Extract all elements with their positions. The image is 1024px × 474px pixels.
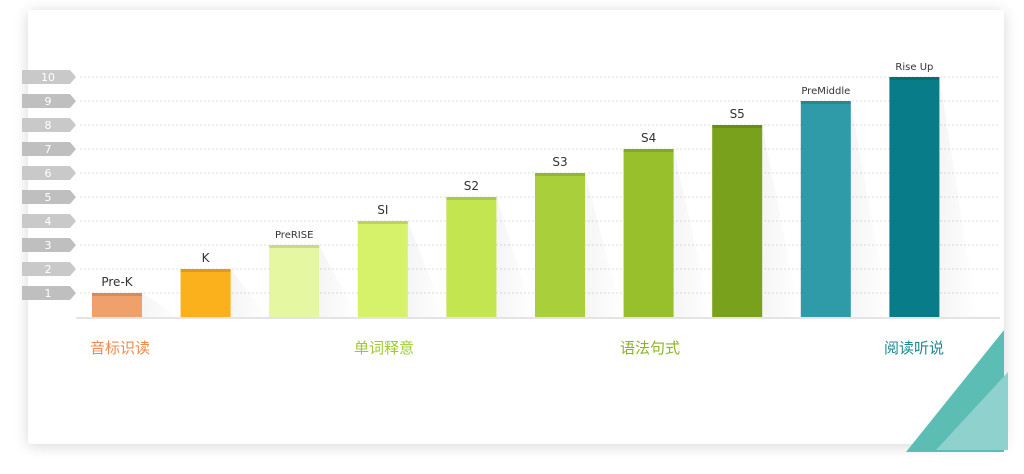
bar-cap — [269, 245, 320, 248]
bar — [446, 197, 497, 317]
bar — [357, 221, 408, 317]
y-tick-tab — [22, 94, 76, 108]
y-tick-label: 5 — [45, 191, 52, 204]
y-tick-tab — [22, 142, 76, 156]
bar-cap — [623, 149, 674, 152]
bar — [623, 149, 674, 317]
y-tick-label: 10 — [41, 71, 55, 84]
y-axis-ticks: 1 2 3 4 5 6 7 8 9 10 — [22, 70, 76, 300]
bar — [269, 245, 320, 317]
bar-category-label: S5 — [730, 107, 745, 121]
bar-cap — [889, 77, 940, 80]
bar — [180, 269, 231, 317]
y-tick-tab — [22, 190, 76, 204]
y-tick-tab — [22, 118, 76, 132]
bar — [800, 101, 851, 317]
bar-cap — [357, 221, 408, 224]
bar-cap — [92, 293, 142, 296]
bar-category-label: SI — [377, 203, 388, 217]
y-tick-tab — [22, 166, 76, 180]
y-tick-label: 4 — [45, 215, 52, 228]
y-tick-tab — [22, 70, 76, 84]
bar-cap — [800, 101, 851, 104]
bar-category-label: S3 — [552, 155, 567, 169]
y-tick-label: 1 — [45, 287, 52, 300]
bar-category-label: PreMiddle — [801, 86, 850, 97]
bar-cap — [446, 197, 497, 200]
bar-category-label: S2 — [464, 179, 479, 193]
bar — [92, 293, 142, 317]
bar-cap — [535, 173, 585, 176]
y-tick-label: 2 — [45, 263, 52, 276]
bar-category-label: PreRISE — [275, 230, 313, 241]
y-tick-tab — [22, 262, 76, 276]
y-tick-label: 6 — [45, 167, 52, 180]
phase-label-reading: 阅读听说 — [884, 339, 945, 357]
bars — [92, 77, 940, 317]
bar — [712, 125, 763, 317]
y-tick-tab — [22, 286, 76, 300]
bar-category-label: Pre-K — [101, 275, 133, 289]
phase-label-grammar: 语法句式 — [620, 339, 681, 357]
bar-category-label: K — [202, 251, 211, 265]
bar — [535, 173, 585, 317]
bar-labels: Pre-K K PreRISE SI S2 S3 S4 S5 PreMiddle Rise Up — [101, 62, 933, 289]
y-tick-label: 9 — [45, 95, 52, 108]
y-tick-tab — [22, 214, 76, 228]
bar-cap — [180, 269, 231, 272]
phase-label-vocabulary: 单词释意 — [354, 339, 415, 357]
bar — [889, 77, 940, 317]
y-tick-tab — [22, 238, 76, 252]
bar-category-label: S4 — [641, 131, 656, 145]
y-tick-label: 8 — [45, 119, 52, 132]
y-tick-label: 7 — [45, 143, 52, 156]
bar-cap — [712, 125, 763, 128]
y-tick-label: 3 — [45, 239, 52, 252]
phase-label-phonics: 音标识读 — [90, 339, 151, 357]
bar-category-label: Rise Up — [895, 62, 933, 73]
